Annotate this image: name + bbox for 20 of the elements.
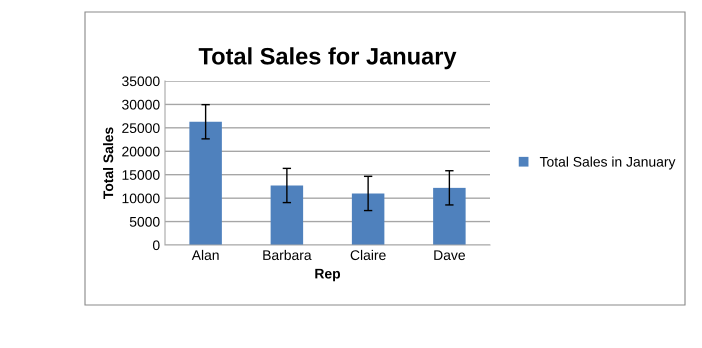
bar [270,185,304,245]
x-axis-title: Rep [315,268,340,282]
y-tick-label: 10000 [122,193,160,204]
y-tick-label: 15000 [122,170,160,180]
x-tick-label: Alan [192,250,219,260]
y-tick-label: 0 [152,240,160,250]
x-tick-label: Barbara [263,250,312,260]
bar [352,193,384,245]
legend-label: Total Sales in January [540,156,676,170]
x-tick-label: Claire [350,250,386,260]
y-tick-label: 30000 [122,100,160,110]
bar [433,188,466,245]
y-tick-label: 20000 [122,146,160,156]
y-tick-label: 5000 [130,216,160,227]
x-tick-label: Dave [434,250,465,260]
bar [189,122,222,245]
y-tick-label: 35000 [122,76,160,86]
chart-title: Total Sales for January [198,47,456,70]
y-axis-title: Total Sales [103,127,114,199]
y-tick-label: 25000 [122,123,160,134]
